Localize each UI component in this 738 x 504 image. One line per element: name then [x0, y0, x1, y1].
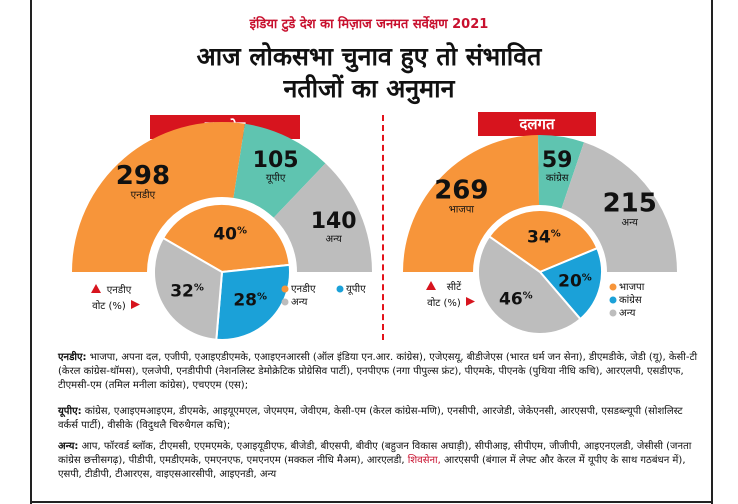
- party-seat-name-2: अन्य: [622, 218, 639, 229]
- others-footnote-text-1: आप, फॉरवर्ड ब्लॉक, टीएमसी, एएमएमके, एआइय…: [58, 441, 692, 466]
- party-seat-name-1: कांग्रेस: [546, 172, 569, 184]
- chart-divider: [382, 115, 384, 340]
- party-seat-value-2: 215: [603, 189, 657, 219]
- others-footnote-text-2: आरएसपी (बंगाल में लेफ्ट और केरल में यूपी…: [58, 455, 686, 480]
- bottom-border: [30, 501, 713, 503]
- nda-footnote-text: भाजपा, अपना दल, एजीपी, एआइएडीएमके, एआइएन…: [58, 352, 698, 391]
- party-seat-value-1: 59: [542, 148, 573, 173]
- alliance-seat-slice-0: [72, 121, 245, 272]
- upa-footnote-text: कांग्रेस, एआइएमआइएम, डीएमके, आइयूएमएल, ज…: [58, 406, 683, 431]
- alliance-seat-value-0: 298: [116, 161, 170, 191]
- alliance-up-triangle: [91, 284, 101, 293]
- alliance-seat-value-1: 105: [253, 148, 299, 173]
- party-seat-slice-1: [538, 135, 584, 209]
- alliance-legend-dot-2: [281, 298, 289, 306]
- party-right-triangle: [466, 297, 475, 306]
- party-vote-slice-0: [487, 209, 599, 274]
- alliance-seat-name-0: एनडीए: [131, 189, 156, 201]
- left-border: [30, 0, 32, 504]
- alliance-seat-slice-1: [233, 123, 326, 218]
- alliance-legend-1: यूपीए: [346, 283, 366, 295]
- alliance-legend-dot-0: [281, 285, 289, 293]
- party-legend-dot-2: [609, 309, 617, 317]
- alliance-seat-name-1: यूपीए: [266, 172, 286, 184]
- party-legend-dot-1: [609, 296, 617, 304]
- right-border: [711, 0, 713, 504]
- alliance-legend-0: एनडीए: [291, 283, 316, 295]
- alliance-vote-label-line2: वोट (%): [92, 300, 126, 312]
- shivsena-highlight: शिवसेना,: [407, 455, 441, 466]
- alliance-seat-name-2: अन्य: [325, 234, 342, 245]
- others-footnote-label: अन्य:: [58, 441, 79, 452]
- upa-footnote-label: यूपीए:: [58, 406, 82, 417]
- party-vote-label-line1: सीटें: [447, 281, 462, 293]
- alliance-vote-slice-2: [153, 236, 224, 341]
- alliance-legend-2: अन्य: [291, 297, 308, 308]
- party-vote-label-line2: वोट (%): [427, 297, 461, 309]
- party-legend-1: कांग्रेस: [619, 294, 642, 306]
- alliance-vote-slice-1: [215, 263, 291, 341]
- party-vote-slice-2: [477, 235, 582, 335]
- alliance-vote-slice-0: [161, 203, 291, 274]
- alliance-vote-label-line1: एनडीए: [107, 284, 132, 296]
- party-seat-value-0: 269: [434, 176, 488, 206]
- party-legend-2: अन्य: [619, 308, 636, 319]
- upa-footnote: यूपीए: कांग्रेस, एआइएमआइएम, डीएमके, आइयू…: [58, 405, 698, 433]
- page-title-line1: आज लोकसभा चुनाव हुए तो संभावित: [196, 42, 542, 71]
- party-seat-name-0: भाजपा: [449, 205, 475, 216]
- party-legend-0: भाजपा: [619, 282, 645, 293]
- party-banner: दलगत: [478, 112, 596, 136]
- party-up-triangle: [426, 281, 436, 290]
- alliance-right-triangle: [131, 300, 140, 309]
- alliance-seat-slice-2: [273, 163, 372, 272]
- alliance-seat-value-2: 140: [311, 209, 357, 234]
- page-title-line2: नतीजों का अनुमान: [283, 74, 455, 103]
- nda-footnote: एनडीए: भाजपा, अपना दल, एजीपी, एआइएडीएमके…: [58, 351, 698, 393]
- party-seat-slice-2: [561, 142, 677, 272]
- others-footnote: अन्य: आप, फॉरवर्ड ब्लॉक, टीएमसी, एएमएमके…: [58, 440, 698, 482]
- nda-footnote-label: एनडीए:: [58, 352, 87, 363]
- alliance-legend-dot-1: [336, 285, 344, 293]
- party-vote-slice-1: [538, 246, 603, 321]
- party-legend-dot-0: [609, 283, 617, 291]
- survey-supertitle: इंडिया टुडे देश का मिज़ाज जनमत सर्वेक्षण…: [249, 17, 489, 32]
- party-seat-slice-0: [403, 135, 540, 272]
